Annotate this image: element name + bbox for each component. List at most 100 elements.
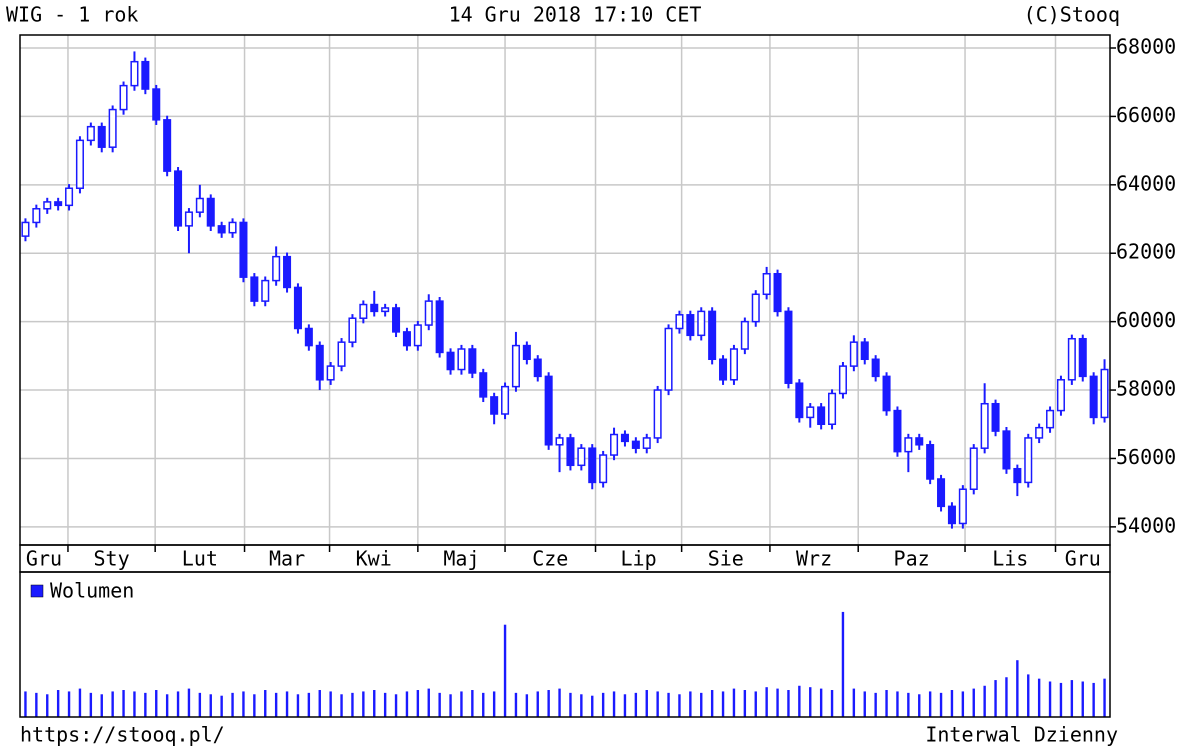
volume-bar [983,685,986,717]
candle-body [315,344,324,381]
volume-bar [1092,682,1095,717]
y-tick-label: 62000 [1116,240,1176,264]
volume-bar [656,691,659,717]
candle-body [980,402,989,449]
candle-body [915,437,924,446]
volume-bar [612,691,616,717]
candle-body [806,406,815,419]
volume-bar [754,691,757,717]
volume-bar [67,691,71,717]
candle-body [610,433,619,456]
x-tick-label: Maj [443,547,479,571]
candle-body [21,221,30,237]
volume-bar [482,692,485,717]
candle-body [348,317,357,343]
candle-body [511,344,520,388]
x-tick-label: Sty [93,547,129,571]
candle-body [75,139,84,189]
candle-body [174,170,183,227]
volume-bar [689,691,692,717]
volume-bar [678,694,681,717]
chart-credit: (C)Stooq [1024,3,1120,27]
candle-body [381,307,390,313]
candle-body [272,255,281,282]
volume-bar [133,691,136,717]
candle-body [740,320,749,350]
volume-bar [111,691,114,717]
candle-body [119,84,128,111]
x-tick-label: Sie [708,547,744,571]
volume-bar [525,694,529,717]
volume-bar [307,692,311,717]
volume-bar [896,691,899,717]
volume-bar [830,690,834,717]
candle-body [893,409,902,453]
volume-frame [19,571,1111,718]
volume-bar [24,691,27,717]
volume-bar [547,690,550,717]
volume-bar [863,691,866,717]
volume-bar [601,692,605,717]
candle-body [784,310,793,384]
volume-bar [591,695,594,717]
volume-bar [634,692,638,717]
candle-body [239,221,248,278]
volume-bar [939,692,943,717]
candle-body [882,375,891,412]
candle-body [708,310,717,361]
volume-bar [264,690,267,717]
candle-body [435,300,444,354]
candle-body [1002,430,1011,470]
volume-bar [1070,680,1074,717]
volume-bar [187,688,191,717]
candle-body [217,225,226,234]
volume-bar [46,694,49,717]
candle-body [1089,375,1098,419]
candle-body [719,358,728,381]
candle-body [675,314,684,330]
candle-body [1035,426,1044,439]
volume-bar [427,688,430,717]
volume-bar [155,690,158,717]
y-tick-label: 58000 [1116,377,1176,401]
candle-body [228,221,237,234]
candle-body [65,187,74,207]
candle-body [206,197,215,227]
volume-bar [383,692,387,717]
volume-bar [176,691,180,717]
volume-bar [209,694,212,717]
candle-body [1067,337,1076,381]
candle-body [457,348,466,371]
candle-body [32,208,41,224]
volume-bar [721,691,725,717]
volume-bar [318,690,321,717]
volume-bar [907,692,910,717]
candle-body [828,392,837,426]
volume-bar [340,694,343,717]
candle-body [664,327,673,391]
volume-bar [798,685,801,717]
volume-bar [35,692,38,717]
volume-bar [351,692,354,717]
volume-bar [765,687,768,717]
candle-body [413,324,422,347]
volume-bar [89,692,93,717]
candle-body [697,310,706,337]
x-tick-label: Lis [992,547,1028,571]
volume-bar [394,694,398,717]
candle-body [937,478,946,508]
candle-body [566,437,575,467]
volume-bar [536,691,539,717]
candle-body [1056,379,1065,412]
volume-bar [1048,681,1052,717]
candle-body [1046,409,1055,429]
chart-interval: Interwal Dzienny [925,723,1118,747]
volume-bar [1016,660,1019,717]
candle-body [599,454,608,484]
volume-bar [438,692,441,717]
candle-body [904,437,913,453]
volume-bar [1037,678,1041,717]
volume-bar [1059,682,1063,717]
volume-bar [1081,681,1084,717]
